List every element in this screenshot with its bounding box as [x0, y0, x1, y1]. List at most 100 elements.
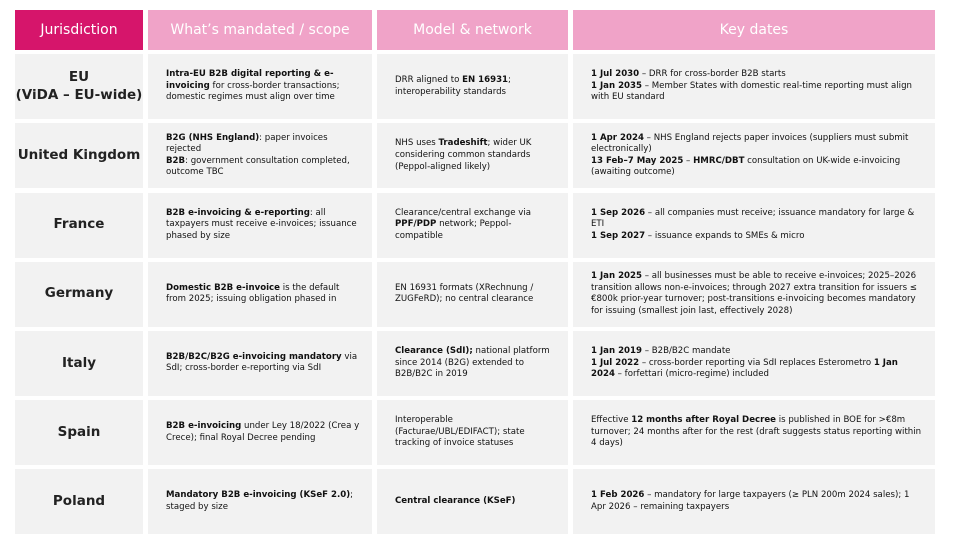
header-text: What’s mandated / scope	[170, 22, 350, 38]
bold-text: 12 months after Royal Decree	[631, 415, 777, 426]
paragraph: 1 Jan 2025 – all businesses must be able…	[591, 271, 923, 317]
paragraph: Intra-EU B2B digital reporting & e-invoi…	[166, 69, 360, 104]
text: Clearance/central exchange via	[395, 207, 532, 218]
dates-cell: 1 Jul 2030 – DRR for cross-border B2B st…	[573, 54, 935, 120]
jurisdiction-line: Italy	[61, 354, 96, 371]
header-text: Key dates	[719, 22, 789, 38]
bold-text: B2B	[166, 155, 186, 166]
header-cell: Jurisdiction	[15, 10, 143, 50]
paragraph: 1 Jul 2030 – DRR for cross-border B2B st…	[591, 69, 923, 81]
text: – Member States with domestic real-time …	[591, 80, 912, 103]
paragraph: Interoperable (Facturae/UBL/EDIFACT); st…	[395, 415, 556, 450]
paragraph: 13 Feb–7 May 2025 – HMRC/DBT consultatio…	[591, 156, 923, 179]
bold-text: 1 Jan 2024	[591, 357, 898, 380]
text: : paper invoices rejected	[166, 132, 328, 155]
jurisdiction-line: France	[53, 216, 105, 233]
paragraph: 1 Jan 2035 – Member States with domestic…	[591, 81, 923, 104]
bold-text: Central clearance (KSeF)	[395, 496, 516, 507]
text: : government consultation completed, out…	[166, 155, 350, 178]
header-cell: Key dates	[573, 10, 935, 50]
bold-text: Tradeshift	[438, 138, 488, 149]
jurisdiction-line: (ViDA – EU-wide)	[15, 86, 143, 103]
scope-cell: Mandatory B2B e-invoicing (KSeF 2.0); st…	[148, 469, 372, 535]
paragraph: Clearance (SdI); national platform since…	[395, 346, 556, 381]
paragraph: 1 Apr 2024 – NHS England rejects paper i…	[591, 133, 923, 156]
text: – all companies must receive; issuance m…	[591, 207, 915, 230]
text: – B2B/B2C mandate	[642, 346, 731, 357]
scope-cell: B2G (NHS England): paper invoices reject…	[148, 123, 372, 189]
text: EN 16931 formats (XRechnung / ZUGFeRD); …	[395, 282, 534, 305]
bold-text: B2B/B2C/B2G e-invoicing mandatory	[166, 351, 342, 362]
bold-text: 1 Jul 2030	[591, 69, 640, 80]
bold-text: Domestic B2B e-invoice	[166, 282, 280, 293]
model-cell: Central clearance (KSeF)	[377, 469, 568, 535]
bold-text: 1 Apr 2024	[591, 132, 644, 143]
text: consultation on UK-wide e-invoicing (awa…	[591, 155, 901, 178]
model-cell: EN 16931 formats (XRechnung / ZUGFeRD); …	[377, 261, 568, 327]
text: – forfettari (micro-regime) included	[614, 369, 769, 380]
bold-text: Intra-EU B2B digital reporting & e-invoi…	[166, 69, 334, 91]
text: DRR aligned to	[395, 75, 463, 86]
paragraph: 1 Sep 2027 – issuance expands to SMEs & …	[591, 231, 923, 243]
bold-text: B2G (NHS England)	[166, 132, 260, 143]
dates-cell: 1 Apr 2024 – NHS England rejects paper i…	[573, 123, 935, 189]
text: : all taxpayers must receive e-invoices;…	[166, 207, 357, 241]
text: –	[683, 155, 694, 166]
paragraph: EN 16931 formats (XRechnung / ZUGFeRD); …	[395, 283, 556, 306]
bold-text: EN 16931	[462, 75, 509, 86]
text: under Ley 18/2022 (Crea y Crece); final …	[166, 421, 360, 443]
paragraph: Central clearance (KSeF)	[395, 496, 556, 508]
dates-cell: 1 Feb 2026 – mandatory for large taxpaye…	[573, 469, 935, 535]
jurisdiction-cell: Germany	[15, 261, 143, 327]
paragraph: 1 Jan 2019 – B2B/B2C mandate	[591, 346, 923, 358]
bold-text: 13 Feb–7 May 2025	[591, 155, 684, 166]
model-cell: Clearance/central exchange via PPF/PDP n…	[377, 192, 568, 258]
text: is the default from 2025; issuing obliga…	[166, 282, 340, 305]
jurisdiction-line: EU	[68, 69, 90, 86]
paragraph: Effective 12 months after Royal Decree i…	[591, 415, 923, 450]
text: Interoperable (Facturae/UBL/EDIFACT); st…	[395, 415, 525, 449]
jurisdiction-cell: Italy	[15, 330, 143, 396]
jurisdiction-line: Poland	[52, 493, 106, 510]
text: – all businesses must be able to receive…	[591, 271, 917, 316]
paragraph: DRR aligned to EN 16931; interoperabilit…	[395, 75, 556, 98]
model-cell: Clearance (SdI); national platform since…	[377, 330, 568, 396]
paragraph: B2B e-invoicing under Ley 18/2022 (Crea …	[166, 421, 360, 444]
scope-cell: B2B e-invoicing & e-reporting: all taxpa…	[148, 192, 372, 258]
dates-cell: 1 Sep 2026 – all companies must receive;…	[573, 192, 935, 258]
text: is published in BOE for >€8m turnover; 2…	[591, 415, 922, 449]
jurisdiction-cell: EU (ViDA – EU-wide)	[15, 54, 143, 120]
bold-text: B2B e-invoicing & e-reporting	[166, 207, 310, 218]
text: ; wider UK considering common standards …	[395, 138, 532, 172]
bold-text: 1 Sep 2027	[591, 230, 646, 241]
dates-cell: Effective 12 months after Royal Decree i…	[573, 400, 935, 466]
bold-text: Mandatory B2B e-invoicing (KSeF 2.0)	[166, 490, 351, 501]
bold-text: B2B e-invoicing	[166, 421, 242, 432]
jurisdiction-cell: Spain	[15, 400, 143, 466]
paragraph: Clearance/central exchange via PPF/PDP n…	[395, 208, 556, 243]
text: – cross-border reporting via SdI replace…	[639, 357, 874, 368]
jurisdiction-line: United Kingdom	[17, 147, 141, 164]
paragraph: NHS uses Tradeshift; wider UK considerin…	[395, 138, 556, 173]
paragraph: B2B e-invoicing & e-reporting: all taxpa…	[166, 208, 360, 243]
model-cell: DRR aligned to EN 16931; interoperabilit…	[377, 54, 568, 120]
paragraph: B2G (NHS England): paper invoices reject…	[166, 133, 360, 156]
paragraph: Domestic B2B e-invoice is the default fr…	[166, 283, 360, 306]
scope-cell: B2B/B2C/B2G e-invoicing mandatory via Sd…	[148, 330, 372, 396]
jurisdiction-cell: Poland	[15, 469, 143, 535]
jurisdiction-cell: United Kingdom	[15, 123, 143, 189]
paragraph: 1 Feb 2026 – mandatory for large taxpaye…	[591, 490, 923, 513]
text: for cross-border transactions; domestic …	[166, 80, 340, 103]
dates-cell: 1 Jan 2019 – B2B/B2C mandate 1 Jul 2022 –…	[573, 330, 935, 396]
bold-text: 1 Sep 2026	[591, 207, 646, 218]
scope-cell: Domestic B2B e-invoice is the default fr…	[148, 261, 372, 327]
model-cell: NHS uses Tradeshift; wider UK considerin…	[377, 123, 568, 189]
text: Effective	[591, 415, 632, 426]
bold-text: 1 Jan 2035	[591, 80, 642, 91]
paragraph: 1 Sep 2026 – all companies must receive;…	[591, 208, 923, 231]
scope-cell: Intra-EU B2B digital reporting & e-invoi…	[148, 54, 372, 120]
bold-text: 1 Jan 2019	[591, 346, 642, 357]
bold-text: Clearance (SdI);	[395, 346, 473, 357]
text: – DRR for cross-border B2B starts	[639, 69, 786, 80]
header-text: Model & network	[413, 22, 532, 38]
